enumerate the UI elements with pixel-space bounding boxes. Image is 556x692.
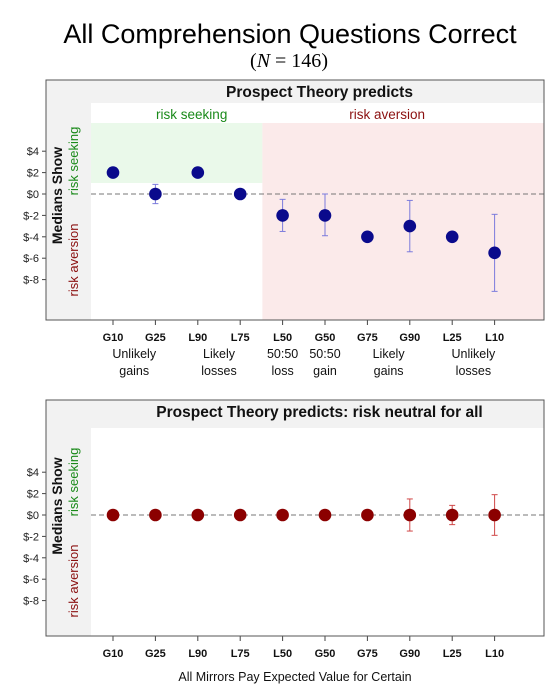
x-tick-label-l50: L50 [273,332,292,344]
region-label-risk-seeking: risk seeking [156,107,227,122]
y-tick-label: $-4 [23,553,39,565]
subtitle-close-paren: ) [321,50,328,72]
data-point-l90 [191,508,205,522]
x-axis-label: All Mirrors Pay Expected Value for Certa… [178,670,411,684]
group-label-line2: losses [201,364,236,378]
y-label-strip [46,400,91,636]
group-label-line2: gains [119,364,149,378]
group-label-line2: gain [313,364,337,378]
panel-header-background [46,400,544,428]
data-point-l75 [233,187,247,201]
data-point-l50 [276,508,289,522]
x-tick-label-l10: L10 [485,332,504,344]
group-label-line1: 50:50 [309,347,340,361]
group-label-line1: Unlikely [452,347,497,361]
y-tick-label: $0 [27,510,39,522]
side-label-risk-seeking: risk seeking [66,127,81,196]
data-point-g10 [106,166,120,179]
x-tick-label-l50: L50 [273,648,292,660]
data-point-g75 [361,508,374,522]
data-point-l25 [445,508,459,522]
group-label-line1: Unlikely [112,347,157,361]
y-tick-label: $0 [27,189,39,201]
x-tick-label-g50: G50 [315,332,336,344]
y-tick-label: $4 [27,467,39,479]
data-point-g10 [106,508,120,522]
figure-subtitle: (N = 146) [250,50,328,72]
x-tick-label-l25: L25 [443,648,462,660]
x-tick-label-g90: G90 [399,648,420,660]
x-tick-label-l75: L75 [231,648,250,660]
x-tick-label-g75: G75 [357,648,378,660]
bottom-panel: Prospect Theory predicts: risk neutral f… [23,399,545,684]
y-tick-label: $-2 [23,210,39,222]
side-label-risk-seeking: risk seeking [66,448,81,517]
x-tick-label-l75: L75 [231,332,250,344]
data-point-g90 [403,219,417,233]
group-label-line2: losses [456,364,491,378]
y-axis-label: Medians Show [49,457,65,554]
panel-header-background [46,80,544,103]
y-tick-label: $2 [27,168,39,180]
subtitle-equals: = 146 [270,50,321,72]
x-tick-label-l90: L90 [188,648,207,660]
x-tick-label-g50: G50 [315,648,336,660]
side-label-risk-aversion: risk aversion [66,224,81,297]
subtitle-n-symbol: N [256,50,272,72]
y-tick-label: $-6 [23,574,39,586]
x-tick-label-g90: G90 [399,332,420,344]
region-label-risk-aversion: risk aversion [349,107,425,122]
y-tick-label: $4 [27,146,39,158]
data-point-g50 [318,508,332,522]
y-tick-label: $2 [27,489,39,501]
panel-frame [45,399,545,637]
group-label-line2: gains [374,364,404,378]
x-tick-label-g75: G75 [357,332,378,344]
group-label-line1: 50:50 [267,347,298,361]
data-point-g25 [149,508,162,522]
data-point-l75 [233,508,247,522]
x-tick-label-g25: G25 [145,648,166,660]
group-label-line2: loss [271,364,293,378]
top-panel: risk seeking risk aversion Prospect Theory… [23,79,545,378]
x-tick-label-l10: L10 [485,648,504,660]
y-tick-label: $-8 [23,275,39,287]
side-label-risk-aversion: risk aversion [66,545,81,618]
subtitle-open-paren: ( [250,50,257,72]
y-axis-label: Medians Show [49,147,65,244]
x-tick-label-g10: G10 [103,648,124,660]
figure-title: All Comprehension Questions Correct [63,19,517,49]
x-tick-label-g25: G25 [145,332,166,344]
group-label-line1: Likely [203,347,236,361]
panel-title: Prospect Theory predicts: risk neutral f… [156,404,482,421]
y-tick-label: $-4 [23,232,39,244]
data-point-l50 [276,209,289,222]
data-point-g75 [361,230,374,244]
risk-aversion-region [262,123,544,320]
panel-title: Prospect Theory predicts [226,84,413,101]
risk-seeking-region [91,123,263,183]
data-point-g25 [149,187,162,201]
data-point-g50 [318,209,332,222]
data-point-l10 [488,508,501,522]
y-tick-label: $-2 [23,531,39,543]
y-tick-label: $-8 [23,596,39,608]
panel-frame [45,79,545,321]
data-point-l90 [191,166,205,179]
y-label-strip [46,80,91,320]
data-point-l25 [445,230,459,244]
x-tick-label-l25: L25 [443,332,462,344]
x-tick-label-g10: G10 [103,332,124,344]
y-tick-label: $-6 [23,253,39,265]
data-point-g90 [403,508,417,522]
data-point-l10 [488,246,501,260]
group-label-line1: Likely [373,347,406,361]
x-tick-label-l90: L90 [188,332,207,344]
